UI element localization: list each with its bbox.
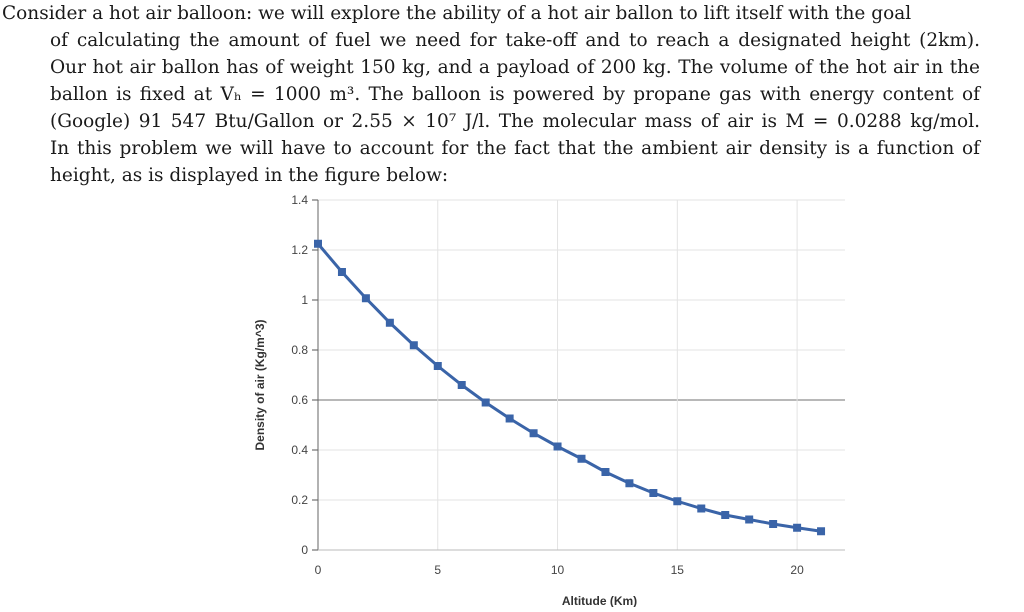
data-point bbox=[793, 523, 802, 532]
x-tick-label: 5 bbox=[434, 563, 441, 577]
data-point bbox=[409, 341, 418, 350]
data-point bbox=[505, 414, 514, 423]
problem-line: In this problem we will have to account … bbox=[50, 138, 980, 159]
data-point bbox=[649, 489, 658, 497]
y-axis-label: Density of air (Kg/m^3) bbox=[253, 319, 267, 450]
data-point bbox=[337, 268, 346, 276]
problem-line: of calculating the amount of fuel we nee… bbox=[50, 30, 980, 51]
y-tick-label: 0.2 bbox=[291, 493, 308, 507]
x-axis-label: Altitude (Km) bbox=[562, 594, 637, 607]
data-point bbox=[385, 318, 394, 327]
data-point bbox=[433, 362, 442, 370]
data-point bbox=[553, 442, 562, 451]
problem-text: Consider a hot air balloon: we will expl… bbox=[0, 0, 1024, 189]
y-tick-label: 1.4 bbox=[291, 193, 308, 207]
data-point bbox=[361, 294, 370, 303]
problem-line: height, as is displayed in the figure be… bbox=[50, 165, 449, 186]
data-point bbox=[481, 398, 490, 407]
x-tick-label: 20 bbox=[790, 563, 804, 577]
x-tick-label: 0 bbox=[315, 563, 322, 577]
problem-line: ballon is fixed at Vₕ = 1000 m³. The bal… bbox=[50, 84, 980, 105]
y-tick-label: 1.2 bbox=[291, 243, 308, 257]
problem-line: Consider a hot air balloon: we will expl… bbox=[2, 3, 912, 24]
data-point bbox=[673, 497, 682, 506]
y-tick-label: 0 bbox=[301, 543, 308, 557]
density-chart-svg: 0 0.2 0.4 0.6 0.8 1 1.2 1.4 0 5 10 15 20 Altitude (Km… bbox=[253, 193, 845, 608]
y-tick-label: 0.8 bbox=[291, 343, 308, 357]
problem-line: (Google) 91 547 Btu/Gallon or 2.55 × 10⁷… bbox=[50, 111, 980, 132]
data-point bbox=[529, 429, 538, 438]
data-point bbox=[314, 239, 322, 248]
y-tick-label: 0.6 bbox=[291, 393, 308, 407]
data-point bbox=[817, 527, 826, 536]
data-point bbox=[697, 504, 706, 513]
data-point bbox=[577, 454, 586, 463]
y-tick-label: 0.4 bbox=[291, 443, 308, 457]
data-point bbox=[457, 381, 466, 389]
y-tick-label: 1 bbox=[301, 293, 308, 307]
x-tick-label: 15 bbox=[671, 563, 685, 577]
data-point bbox=[769, 520, 778, 528]
data-point bbox=[745, 515, 754, 524]
data-point bbox=[625, 479, 634, 488]
x-tick-label: 10 bbox=[551, 563, 565, 577]
series-line bbox=[316, 242, 822, 533]
data-point bbox=[721, 511, 730, 519]
density-chart: 0 0.2 0.4 0.6 0.8 1 1.2 1.4 0 5 10 15 20 Altitude (Km… bbox=[240, 190, 860, 608]
data-point bbox=[601, 468, 610, 476]
problem-line: Our hot air ballon has of weight 150 kg,… bbox=[50, 57, 980, 78]
